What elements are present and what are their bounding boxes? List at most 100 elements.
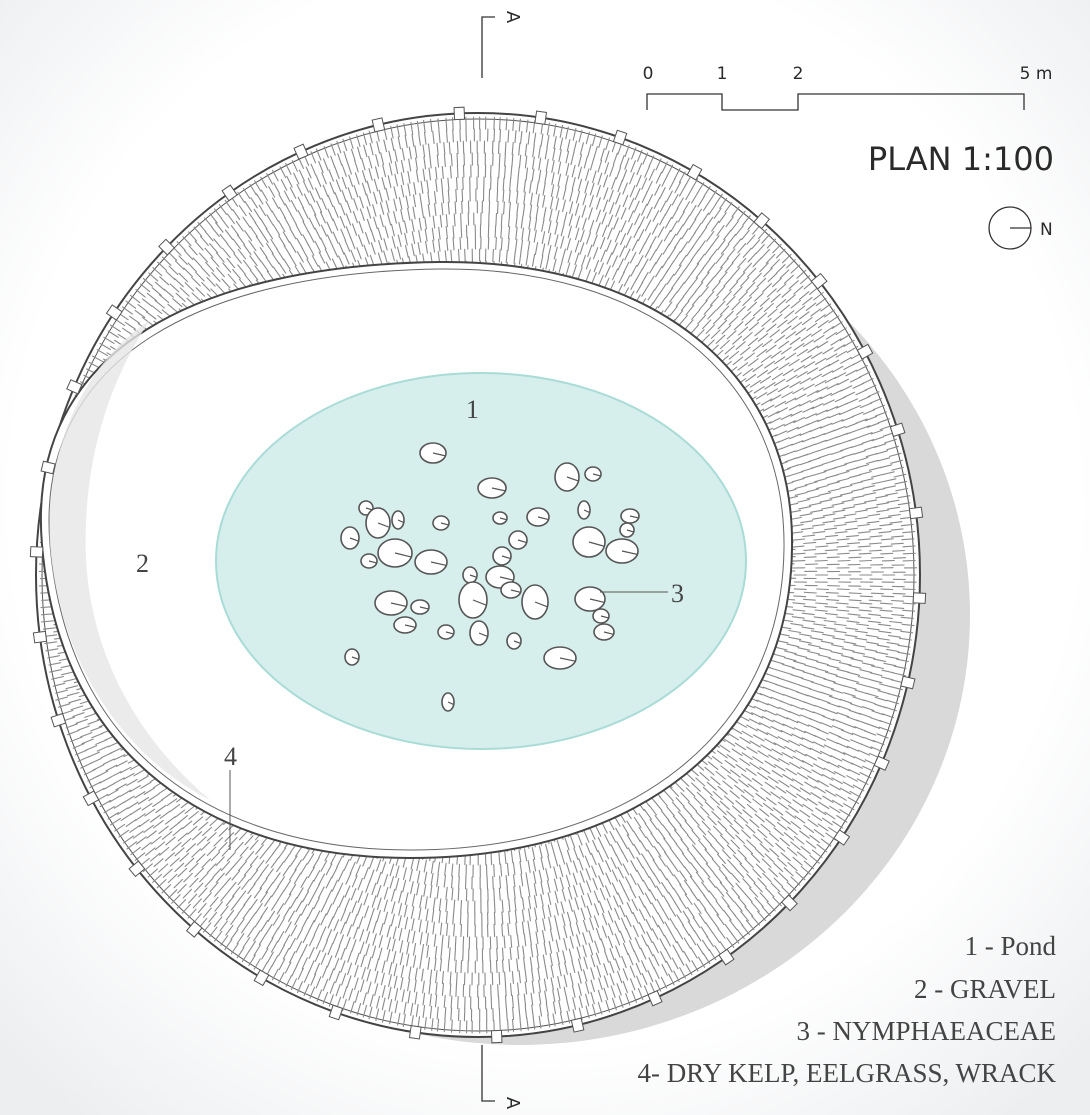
hatch-stroke xyxy=(788,710,801,717)
hatch-stroke xyxy=(836,609,850,612)
hatch-stroke xyxy=(757,829,768,839)
hatch-stroke xyxy=(861,662,875,666)
hatch-stroke xyxy=(724,310,734,321)
hatch-stroke xyxy=(560,223,565,237)
hatch-stroke xyxy=(545,158,549,172)
hatch-stroke xyxy=(828,315,840,324)
hatch-stroke xyxy=(802,598,817,601)
hatch-stroke xyxy=(547,232,552,246)
hatch-stroke xyxy=(831,725,845,731)
hatch-stroke xyxy=(265,868,274,880)
hatch-stroke xyxy=(776,857,787,867)
hatch-stroke xyxy=(550,184,555,197)
hatch-stroke xyxy=(811,849,823,859)
hatch-stroke xyxy=(441,166,444,180)
hatch-stroke xyxy=(514,898,517,912)
hatch-stroke xyxy=(146,830,157,839)
hatch-stroke xyxy=(500,213,503,227)
hatch-stroke xyxy=(877,457,891,462)
hatch-stroke xyxy=(218,204,228,215)
hatch-stroke xyxy=(764,360,776,369)
hatch-stroke xyxy=(345,936,351,950)
hatch-stroke xyxy=(823,429,836,436)
hatch-stroke xyxy=(530,992,534,1006)
hatch-stroke xyxy=(403,1001,407,1015)
hatch-stroke xyxy=(844,520,858,524)
hatch-stroke xyxy=(638,216,645,229)
hatch-stroke xyxy=(515,214,518,228)
hatch-stroke xyxy=(381,861,387,874)
hatch-stroke xyxy=(786,374,798,383)
hatch-stroke xyxy=(195,271,205,282)
hatch-stroke xyxy=(704,244,713,256)
hatch-stroke xyxy=(864,499,878,503)
hatch-stroke xyxy=(528,216,532,230)
hatch-stroke xyxy=(646,194,653,206)
hatch-stroke xyxy=(585,993,590,1007)
hatch-stroke xyxy=(446,238,449,252)
hatch-stroke xyxy=(227,881,237,893)
hatch-stroke xyxy=(762,404,775,412)
hatch-stroke xyxy=(457,249,460,263)
hatch-stroke xyxy=(775,713,788,720)
hatch-stroke xyxy=(384,225,389,239)
hatch-stroke xyxy=(507,213,511,227)
hatch-stroke xyxy=(864,759,877,766)
hatch-stroke xyxy=(453,923,456,937)
hatch-stroke xyxy=(462,176,464,190)
hatch-stroke xyxy=(433,203,437,217)
hatch-stroke xyxy=(184,857,195,868)
hatch-stroke xyxy=(784,310,795,319)
hatch-stroke xyxy=(875,651,889,655)
hatch-stroke xyxy=(876,509,890,513)
hatch-stroke xyxy=(621,169,628,182)
hatch-stroke xyxy=(717,785,728,795)
hatch-stroke xyxy=(631,990,637,1003)
hatch-stroke xyxy=(531,1004,534,1018)
hatch-stroke xyxy=(511,970,514,984)
hatch-stroke xyxy=(462,936,465,950)
hatch-stroke xyxy=(341,164,347,177)
hatch-stroke xyxy=(820,422,833,429)
hatch-stroke xyxy=(592,234,598,247)
hatch-stroke xyxy=(188,231,198,242)
hatch-stroke xyxy=(520,239,524,253)
hatch-stroke xyxy=(346,975,352,988)
hatch-stroke xyxy=(726,844,737,855)
hatch-stroke xyxy=(699,853,709,864)
hatch-stroke xyxy=(884,438,897,444)
hatch-stroke xyxy=(688,933,697,946)
hatch-stroke xyxy=(534,242,539,255)
hatch-stroke xyxy=(836,552,850,555)
hatch-stroke xyxy=(778,340,790,349)
hatch-stroke xyxy=(879,616,893,619)
hatch-stroke xyxy=(199,872,209,883)
hatch-stroke xyxy=(762,872,772,883)
hatch-stroke xyxy=(425,920,429,934)
hatch-stroke xyxy=(385,200,390,214)
hatch-stroke xyxy=(836,545,850,548)
hatch-stroke xyxy=(673,264,682,276)
hatch-stroke xyxy=(716,225,725,236)
hatch-stroke xyxy=(427,143,431,157)
hatch-stroke xyxy=(159,276,170,286)
hatch-stroke xyxy=(794,484,808,490)
hatch-stroke xyxy=(788,629,802,634)
hatch-stroke xyxy=(784,457,798,463)
hatch-stroke xyxy=(509,982,513,997)
hatch-stroke xyxy=(854,637,868,641)
hatch-stroke xyxy=(402,1014,406,1027)
hatch-stroke xyxy=(754,292,764,302)
hatch-stroke xyxy=(810,630,824,634)
hatch-stroke xyxy=(259,218,268,230)
hatch-stroke xyxy=(614,920,621,933)
hatch-stroke xyxy=(521,909,525,923)
hatch-stroke xyxy=(717,319,728,330)
hatch-stroke xyxy=(368,130,373,144)
hatch-stroke xyxy=(410,881,414,895)
hatch-stroke xyxy=(741,311,752,321)
hatch-stroke xyxy=(273,182,281,195)
hatch-stroke xyxy=(799,513,813,517)
hatch-stroke xyxy=(394,149,398,163)
hatch-stroke xyxy=(671,801,681,812)
